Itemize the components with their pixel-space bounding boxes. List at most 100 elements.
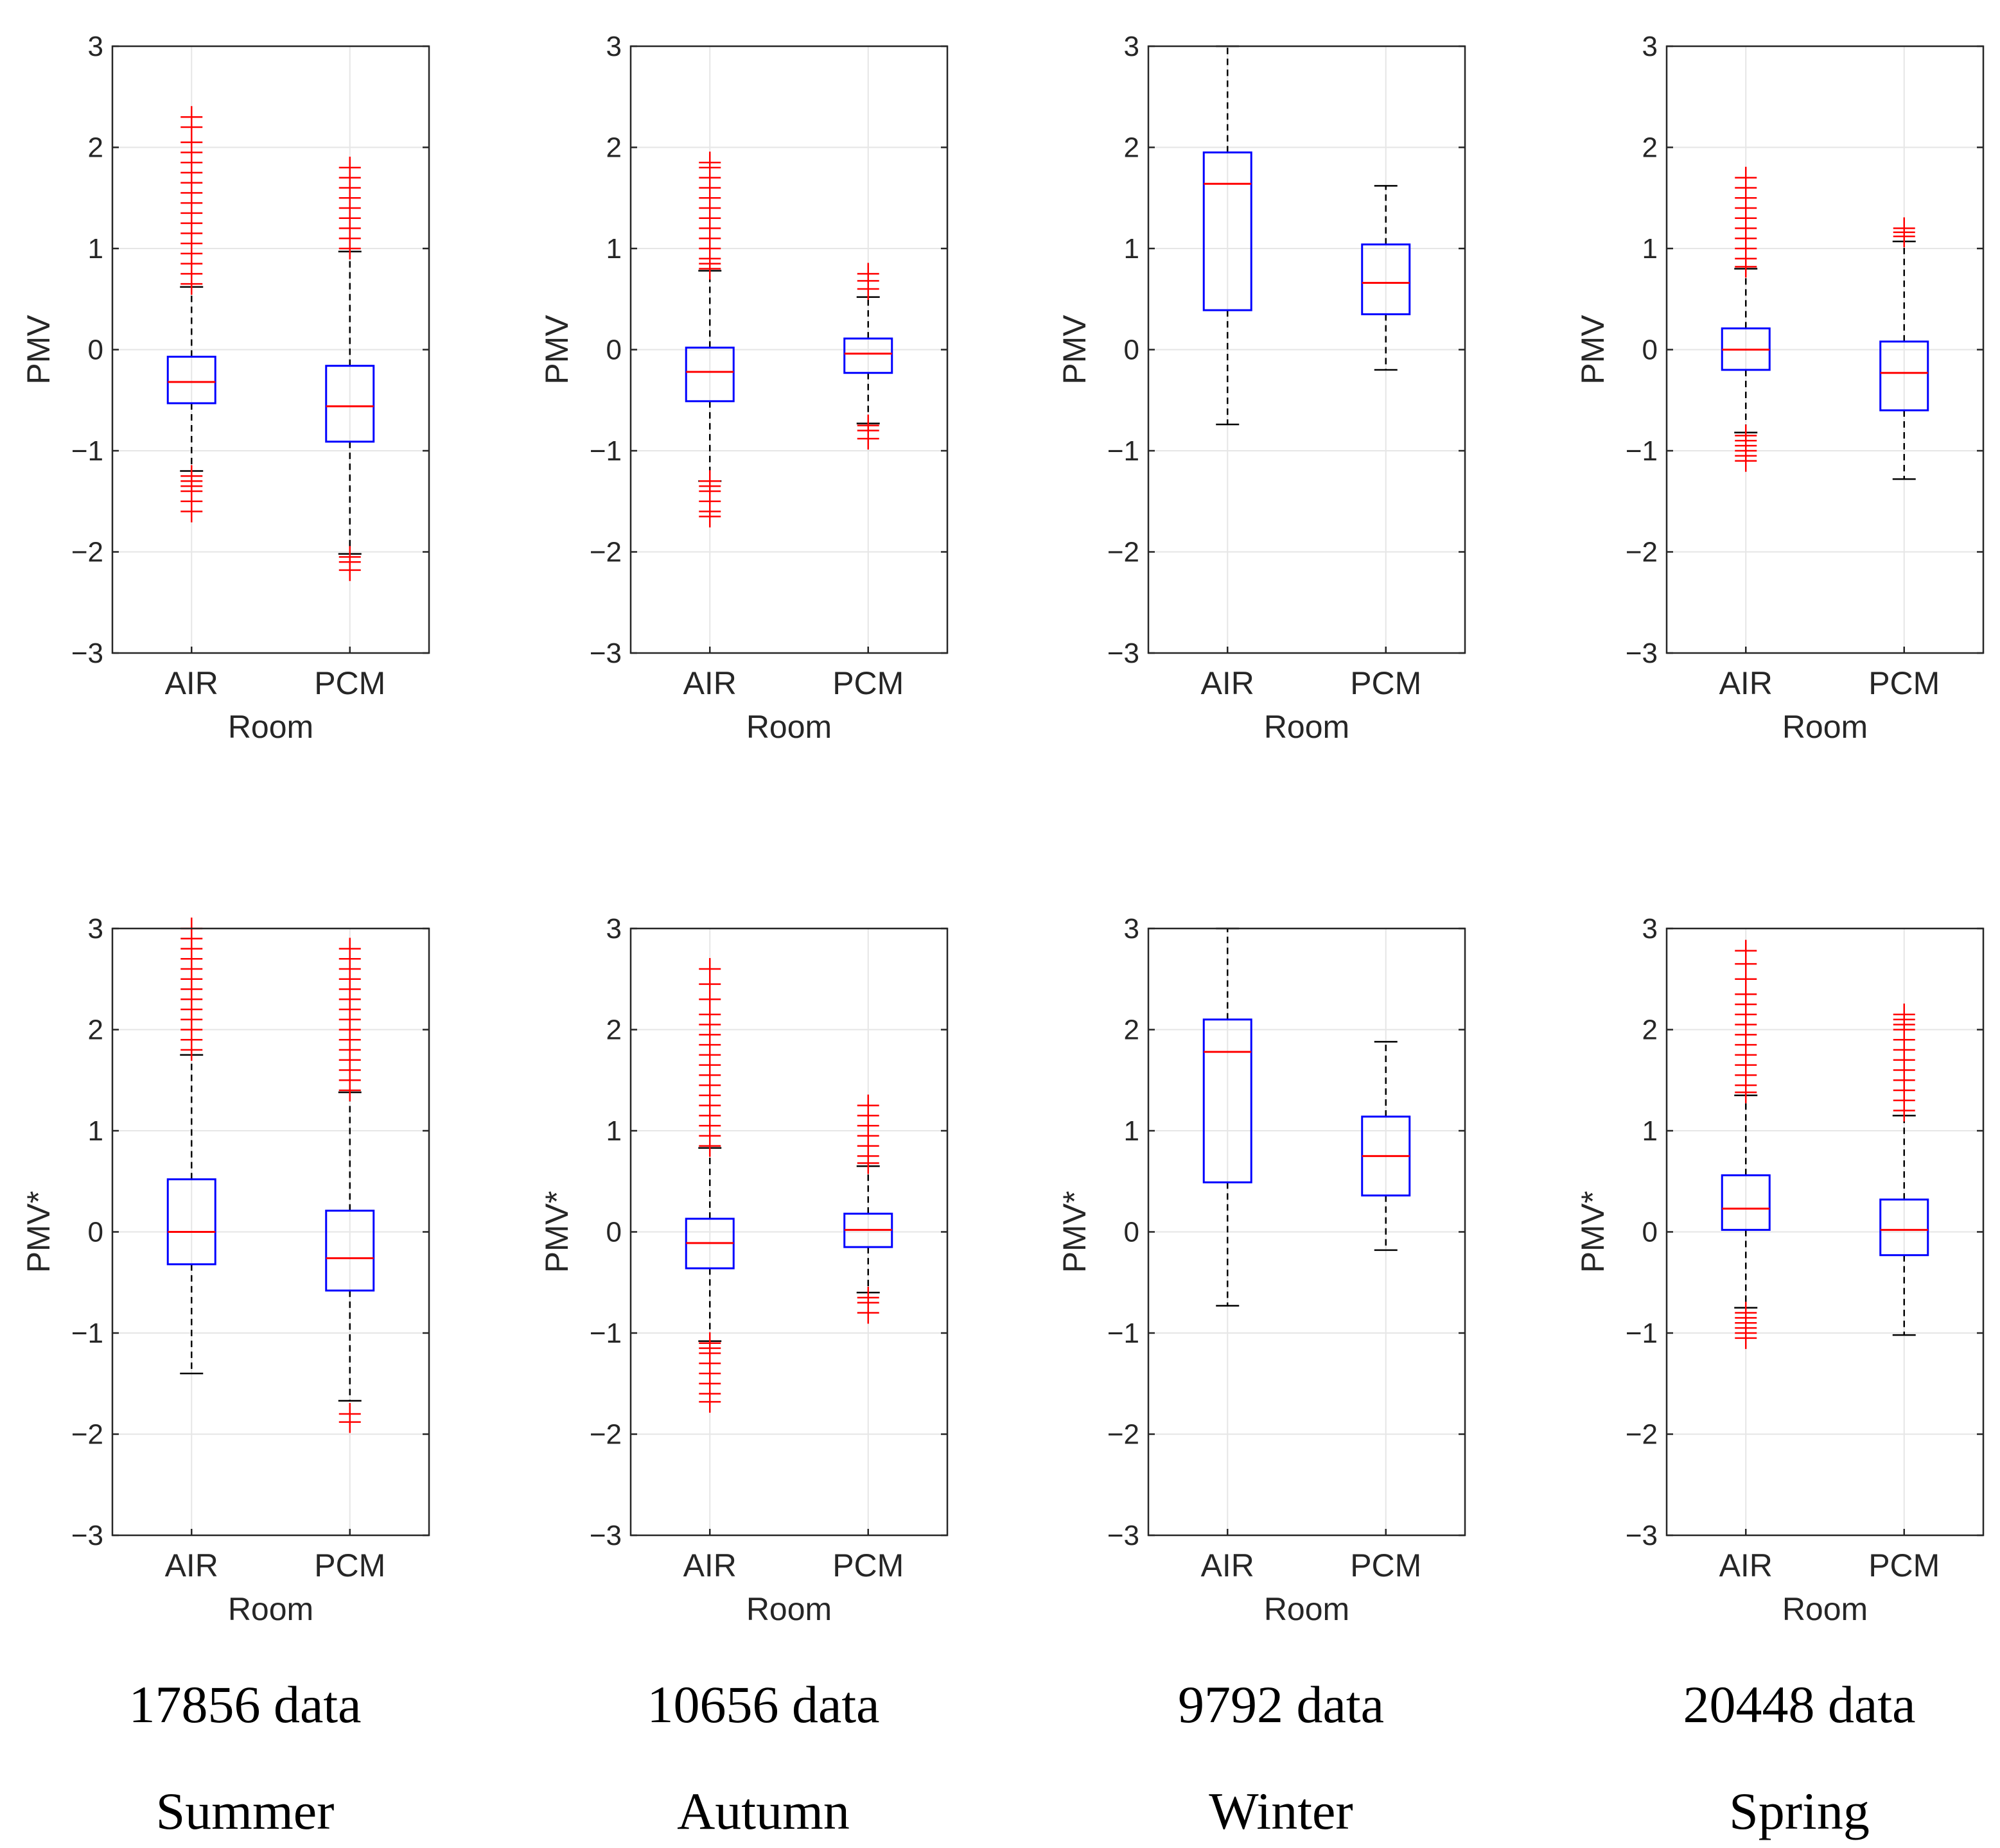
data-count-caption: 20448 data [1683, 1675, 1915, 1734]
x-tick-label: AIR [1201, 1547, 1254, 1583]
box-pcm [325, 157, 375, 581]
y-tick-label: 3 [606, 913, 622, 945]
y-tick-label: 0 [1642, 335, 1658, 366]
y-tick-label: 2 [1642, 132, 1658, 164]
y-tick-label: 3 [1642, 913, 1658, 945]
iqr-box [685, 346, 735, 403]
y-tick-label: 2 [1124, 1015, 1139, 1046]
x-axis-label: Room [1264, 1591, 1349, 1627]
x-tick-label: PCM [314, 1547, 385, 1583]
outlier-marker [1735, 1327, 1757, 1349]
outlier-marker [699, 1391, 721, 1413]
box-pcm [1361, 185, 1411, 371]
y-axis-label: PMV* [1057, 1191, 1092, 1273]
y-tick-label: 3 [1642, 31, 1658, 62]
x-axis-label: Room [1782, 709, 1868, 745]
x-axis-label: Room [746, 709, 832, 745]
x-tick-label: AIR [1719, 1547, 1773, 1583]
iqr-box [166, 1178, 216, 1266]
box-pcm [325, 937, 375, 1433]
y-tick-label: −1 [71, 435, 103, 467]
outlier-marker [180, 500, 203, 523]
x-axis-label: Room [228, 1591, 313, 1627]
outlier-marker [699, 505, 721, 528]
box-pcm [1879, 217, 1929, 480]
x-tick-label: AIR [1719, 665, 1773, 701]
y-tick-label: −2 [1107, 1419, 1139, 1451]
y-axis-label: PMV [21, 315, 57, 385]
iqr-box [1879, 340, 1929, 412]
y-tick-label: −3 [1626, 1520, 1658, 1551]
box-pcm [1879, 1003, 1929, 1336]
y-axis-label: PMV* [539, 1191, 575, 1273]
y-tick-label: −2 [590, 537, 622, 568]
y-tick-label: 0 [1124, 1217, 1139, 1248]
y-tick-label: −3 [1107, 638, 1139, 669]
y-tick-label: 1 [1642, 1115, 1658, 1147]
iqr-box [325, 365, 375, 443]
y-tick-label: 1 [1124, 233, 1139, 265]
x-tick-label: PCM [1868, 1547, 1940, 1583]
y-tick-label: −1 [590, 435, 622, 467]
outlier-marker [857, 1302, 879, 1324]
y-tick-label: 3 [88, 31, 103, 62]
x-axis-label: Room [1264, 709, 1349, 745]
y-tick-label: −1 [1107, 1318, 1139, 1349]
y-tick-label: 2 [1124, 132, 1139, 164]
outlier-marker [857, 263, 879, 285]
x-tick-label: AIR [683, 1547, 737, 1583]
season-caption: Spring [1729, 1782, 1870, 1840]
y-tick-label: 1 [88, 1115, 103, 1147]
y-tick-label: −2 [1107, 537, 1139, 568]
y-axis-label: PMV* [21, 1191, 57, 1273]
box-pcm [843, 1094, 893, 1324]
y-tick-label: 3 [88, 913, 103, 945]
y-tick-label: −2 [1626, 537, 1658, 568]
y-tick-label: 0 [606, 1217, 622, 1248]
y-tick-label: 0 [88, 1217, 103, 1248]
y-tick-label: −3 [590, 638, 622, 669]
y-tick-label: −3 [1626, 638, 1658, 669]
outlier-marker [338, 1411, 361, 1433]
y-tick-label: −3 [71, 1520, 103, 1551]
y-tick-label: 2 [606, 132, 622, 164]
y-axis-label: PMV [1057, 315, 1092, 385]
box-pcm [1361, 1041, 1411, 1251]
y-axis-label: PMV* [1575, 1191, 1611, 1273]
outlier-marker [338, 559, 361, 581]
x-axis-label: Room [228, 709, 313, 745]
y-tick-label: 1 [606, 233, 622, 265]
x-tick-label: PCM [1868, 665, 1940, 701]
y-axis-label: PMV [539, 315, 575, 385]
y-tick-label: −1 [1626, 435, 1658, 467]
box-air [1721, 939, 1771, 1349]
outlier-marker [180, 106, 203, 128]
y-tick-label: 2 [88, 132, 103, 164]
season-caption: Summer [156, 1782, 335, 1840]
y-tick-label: 1 [88, 233, 103, 265]
box-air [166, 106, 216, 523]
x-tick-label: AIR [683, 665, 737, 701]
outlier-marker [338, 937, 361, 960]
x-axis-label: Room [746, 1591, 832, 1627]
box-air [1721, 166, 1771, 472]
x-tick-label: AIR [165, 1547, 218, 1583]
x-tick-label: PCM [314, 665, 385, 701]
y-tick-label: 0 [88, 335, 103, 366]
y-tick-label: −1 [1626, 1318, 1658, 1349]
data-count-caption: 17856 data [128, 1675, 361, 1734]
data-count-caption: 10656 data [647, 1675, 879, 1734]
iqr-box [1202, 1018, 1252, 1183]
iqr-box [325, 1209, 375, 1292]
y-tick-label: 2 [88, 1015, 103, 1046]
season-caption: Winter [1209, 1782, 1353, 1840]
iqr-box [1202, 151, 1252, 311]
box-air [685, 152, 735, 528]
y-tick-label: 0 [606, 335, 622, 366]
y-tick-label: 2 [606, 1015, 622, 1046]
y-tick-label: −3 [71, 638, 103, 669]
y-tick-label: −1 [71, 1318, 103, 1349]
